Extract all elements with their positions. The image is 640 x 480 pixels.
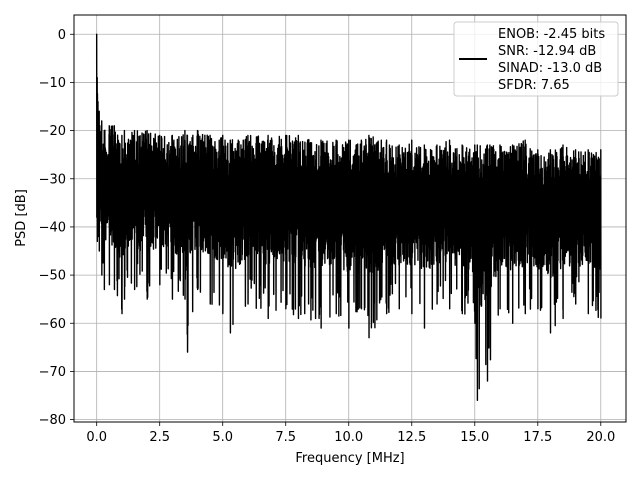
y-tick-label: −30 xyxy=(39,172,66,187)
axes-frame xyxy=(73,14,627,423)
x-tick-label: 2.5 xyxy=(149,430,170,445)
legend-entry-snr: SNR: -12.94 dB xyxy=(498,44,596,59)
y-tick-label: 0 xyxy=(58,28,66,43)
x-tick-label: 17.5 xyxy=(523,430,552,445)
legend-entry-enob: ENOB: -2.45 bits xyxy=(498,27,605,42)
legend-entry-sinad: SINAD: -13.0 dB xyxy=(498,61,602,76)
x-tick-label: 0.0 xyxy=(86,430,107,445)
y-axis-label: PSD [dB] xyxy=(14,189,29,247)
y-tick-label: −20 xyxy=(39,124,66,139)
y-tick-label: −10 xyxy=(39,76,66,91)
legend-box xyxy=(453,21,619,97)
y-axis-ticks: 0 −10 −20 −30 −40 −50 −60 −70 −80 xyxy=(39,28,74,428)
x-axis-ticks: 0.0 2.5 5.0 7.5 10.0 12.5 15.0 17.5 20.0 xyxy=(86,422,615,445)
x-tick-label: 5.0 xyxy=(212,430,233,445)
psd-trace xyxy=(95,33,602,402)
y-tick-label: −60 xyxy=(39,317,66,332)
y-tick-label: −40 xyxy=(39,220,66,235)
x-tick-label: 12.5 xyxy=(397,430,426,445)
x-tick-label: 20.0 xyxy=(586,430,615,445)
y-tick-label: −50 xyxy=(39,269,66,284)
x-tick-label: 10.0 xyxy=(334,430,363,445)
legend-entry-sfdr: SFDR: 7.65 xyxy=(498,78,570,93)
x-axis-label: Frequency [MHz] xyxy=(295,451,404,466)
x-tick-label: 15.0 xyxy=(460,430,489,445)
legend: ENOB: -2.45 bits SNR: -12.94 dB SINAD: -… xyxy=(453,21,619,97)
psd-line xyxy=(95,33,602,402)
y-tick-label: −70 xyxy=(39,365,66,380)
x-tick-label: 7.5 xyxy=(275,430,296,445)
y-tick-label: −80 xyxy=(39,413,66,428)
